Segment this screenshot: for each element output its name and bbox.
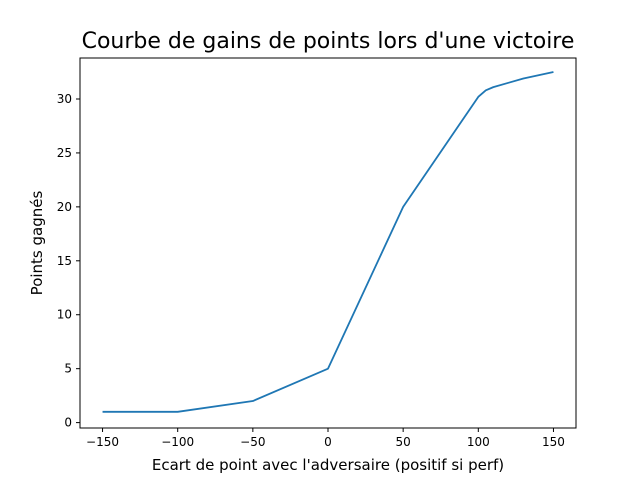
y-tick-label: 0 [64, 416, 72, 430]
y-tick-label: 10 [57, 308, 72, 322]
y-tick-label: 25 [57, 146, 72, 160]
x-tick-label: −100 [161, 435, 194, 449]
series-layer [102, 71, 554, 413]
plot-area [79, 57, 577, 429]
chart-title: Courbe de gains de points lors d'une vic… [82, 29, 575, 54]
x-tick-label: 150 [542, 435, 565, 449]
y-tick-label: 5 [64, 362, 72, 376]
x-tick-label: 100 [467, 435, 490, 449]
y-tick-label: 20 [57, 200, 72, 214]
series-line [102, 71, 554, 413]
plot-frame [79, 57, 577, 429]
x-axis: −150 −100 −50 0 50 100 150 [86, 428, 565, 449]
x-axis-label: Ecart de point avec l'adversaire (positi… [152, 456, 504, 474]
x-tick-label: 0 [324, 435, 332, 449]
y-tick-label: 15 [57, 254, 72, 268]
x-tick-label: 50 [396, 435, 411, 449]
y-axis: 0 5 10 15 20 25 30 [57, 92, 80, 430]
y-axis-label: Points gagnés [28, 191, 46, 296]
x-tick-label: −150 [86, 435, 119, 449]
x-tick-label: −50 [240, 435, 265, 449]
y-tick-label: 30 [57, 92, 72, 106]
